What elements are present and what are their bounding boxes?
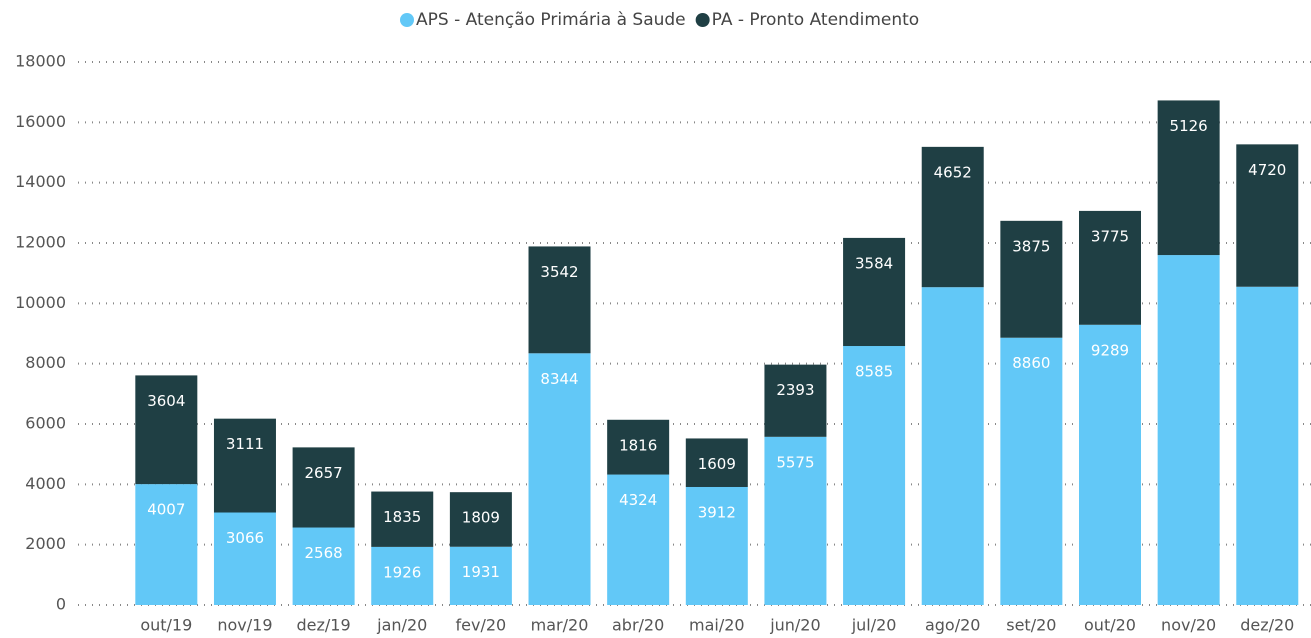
- y-tick-label: 4000: [25, 474, 66, 493]
- x-tick-label: nov/19: [217, 616, 272, 635]
- data-label: 5126: [1170, 117, 1208, 135]
- y-tick-label: 12000: [15, 233, 66, 252]
- x-tick-label: mai/20: [689, 616, 745, 635]
- data-label: 2657: [305, 464, 343, 482]
- x-tick-label: nov/20: [1161, 616, 1216, 635]
- bar-segment: [292, 447, 355, 528]
- y-tick-label: 10000: [15, 293, 66, 312]
- legend-label: PA - Pronto Atendimento: [712, 10, 920, 30]
- bar-segment: [607, 474, 670, 605]
- data-label: 1835: [383, 508, 421, 526]
- bar-segment: [449, 546, 512, 605]
- data-label: 3542: [540, 263, 578, 281]
- y-tick-label: 16000: [15, 112, 66, 131]
- y-tick-label: 2000: [25, 534, 66, 553]
- x-tick-label: ago/20: [925, 616, 981, 635]
- data-label: 1809: [462, 509, 500, 527]
- x-tick-label: set/20: [1006, 616, 1056, 635]
- bar-segment: [292, 527, 355, 605]
- bar-segment: [528, 353, 591, 605]
- bar-segment: [1000, 337, 1063, 605]
- data-label: 1816: [619, 436, 657, 454]
- bar-segment: [764, 436, 827, 605]
- x-tick-label: jul/20: [851, 616, 897, 635]
- data-label: 3912: [698, 503, 736, 521]
- x-tick-label: dez/20: [1240, 616, 1294, 635]
- legend: APS - Atenção Primária à Saude PA - Pront…: [400, 10, 919, 30]
- bar-segment: [685, 438, 748, 487]
- x-tick-label: mar/20: [531, 616, 589, 635]
- y-tick-label: 18000: [15, 52, 66, 71]
- x-tick-label: out/20: [1084, 616, 1136, 635]
- bar-segment: [685, 486, 748, 605]
- data-label: 8585: [855, 363, 893, 381]
- legend-marker: [695, 13, 710, 27]
- bar-segment: [1157, 100, 1220, 256]
- bar-segment: [528, 246, 591, 354]
- bar-segment: [607, 419, 670, 475]
- bar-segment: [1079, 210, 1141, 325]
- data-label: 3584: [855, 254, 893, 272]
- bar-segment: [764, 364, 827, 437]
- x-tick-label: jan/20: [376, 616, 427, 635]
- bar-segment: [213, 418, 276, 513]
- data-label: 4652: [934, 163, 972, 181]
- x-tick-label: dez/19: [297, 616, 351, 635]
- legend-marker: [400, 13, 414, 27]
- data-label: 2393: [776, 381, 814, 399]
- bar-segment: [1079, 324, 1141, 605]
- y-tick-label: 0: [56, 595, 66, 614]
- bar-segment: [135, 375, 198, 485]
- data-label: 3066: [226, 529, 264, 547]
- bar-segment: [135, 484, 198, 605]
- data-label: 1926: [383, 563, 421, 581]
- bar-segment: [213, 512, 276, 605]
- bar-segment: [843, 237, 906, 347]
- bar-segment: [1236, 286, 1299, 605]
- bar-segment: [1157, 255, 1220, 606]
- legend-label: APS - Atenção Primária à Saude: [416, 10, 686, 30]
- data-label: 5575: [776, 453, 814, 471]
- x-tick-label: jun/20: [769, 616, 820, 635]
- y-tick-label: 6000: [25, 414, 66, 433]
- bar-segment: [1236, 144, 1299, 287]
- y-tick-label: 14000: [15, 172, 66, 191]
- data-label: 8860: [1012, 354, 1050, 372]
- bar-segment: [371, 546, 434, 605]
- y-tick-label: 8000: [25, 353, 66, 372]
- bar-segment: [371, 491, 434, 547]
- bar-segment: [921, 146, 984, 288]
- bar-segment: [921, 287, 984, 605]
- data-label: 2568: [305, 544, 343, 562]
- x-tick-label: abr/20: [612, 616, 664, 635]
- data-label: 1609: [698, 455, 736, 473]
- data-label: 9289: [1091, 341, 1129, 359]
- data-label: 8344: [540, 370, 578, 388]
- data-label: 4720: [1248, 161, 1286, 179]
- bar-segment: [1000, 220, 1063, 338]
- bar-segment: [449, 492, 512, 547]
- data-label: 4324: [619, 491, 657, 509]
- bar-segment: [843, 346, 906, 605]
- data-label: 3775: [1091, 227, 1129, 245]
- x-tick-label: out/19: [140, 616, 192, 635]
- data-label: 1931: [462, 563, 500, 581]
- data-label: 3111: [226, 435, 264, 453]
- data-label: 3604: [147, 392, 185, 410]
- data-label: 3875: [1012, 237, 1050, 255]
- data-label: 4007: [147, 501, 185, 519]
- x-tick-label: fev/20: [456, 616, 507, 635]
